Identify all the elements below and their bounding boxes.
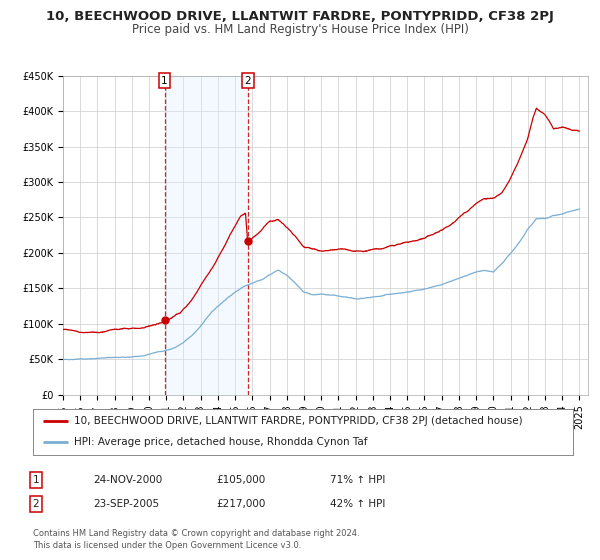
Text: Price paid vs. HM Land Registry's House Price Index (HPI): Price paid vs. HM Land Registry's House … xyxy=(131,23,469,36)
Text: Contains HM Land Registry data © Crown copyright and database right 2024.: Contains HM Land Registry data © Crown c… xyxy=(33,529,359,538)
Text: 1: 1 xyxy=(161,76,168,86)
Text: 24-NOV-2000: 24-NOV-2000 xyxy=(93,475,162,485)
Text: £105,000: £105,000 xyxy=(216,475,265,485)
Text: £217,000: £217,000 xyxy=(216,499,265,509)
Text: HPI: Average price, detached house, Rhondda Cynon Taf: HPI: Average price, detached house, Rhon… xyxy=(74,437,367,447)
Text: 23-SEP-2005: 23-SEP-2005 xyxy=(93,499,159,509)
Text: 10, BEECHWOOD DRIVE, LLANTWIT FARDRE, PONTYPRIDD, CF38 2PJ: 10, BEECHWOOD DRIVE, LLANTWIT FARDRE, PO… xyxy=(46,10,554,23)
Text: 2: 2 xyxy=(32,499,40,509)
Text: 42% ↑ HPI: 42% ↑ HPI xyxy=(330,499,385,509)
Bar xyxy=(164,76,248,395)
Text: 1: 1 xyxy=(32,475,40,485)
Text: 71% ↑ HPI: 71% ↑ HPI xyxy=(330,475,385,485)
Text: 2: 2 xyxy=(244,76,251,86)
Text: 10, BEECHWOOD DRIVE, LLANTWIT FARDRE, PONTYPRIDD, CF38 2PJ (detached house): 10, BEECHWOOD DRIVE, LLANTWIT FARDRE, PO… xyxy=(74,416,522,426)
Text: This data is licensed under the Open Government Licence v3.0.: This data is licensed under the Open Gov… xyxy=(33,542,301,550)
